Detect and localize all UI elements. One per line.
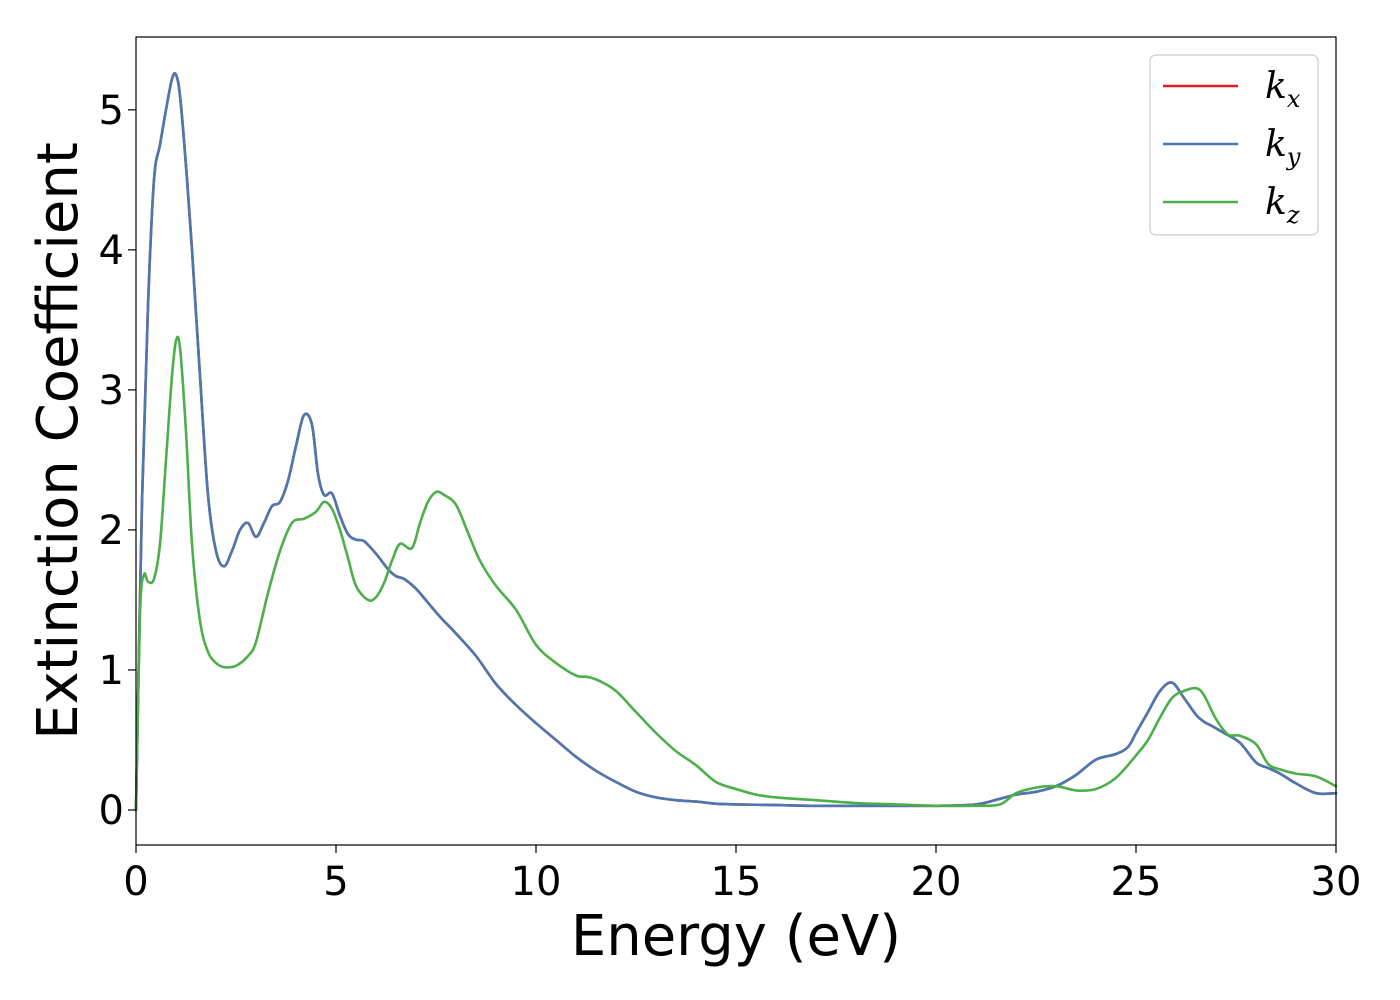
series-line-z <box>134 335 1338 812</box>
x-tick-label: 10 <box>511 859 562 905</box>
y-tick-label: 3 <box>99 368 124 414</box>
legend-label-y: ky <box>1265 124 1301 171</box>
y-axis: 0 1 2 3 4 5 <box>99 88 136 834</box>
plot-area <box>136 37 1336 845</box>
x-tick-label: 30 <box>1311 859 1362 905</box>
y-tick-label: 0 <box>99 788 124 834</box>
x-tick-label: 5 <box>323 859 348 905</box>
y-tick-label: 5 <box>99 88 124 134</box>
legend: kx ky kz <box>1149 54 1319 236</box>
y-tick-label: 4 <box>99 228 124 274</box>
x-tick-label: 0 <box>123 859 148 905</box>
x-tick-label: 20 <box>911 859 962 905</box>
series-line-y <box>134 72 1338 812</box>
y-axis-label: Extinction Coefficient <box>26 142 91 740</box>
x-tick-label: 25 <box>1111 859 1162 905</box>
x-axis-label: Energy (eV) <box>571 904 901 969</box>
legend-label-x: kx <box>1265 66 1301 113</box>
x-axis: 0 5 10 15 20 25 30 <box>123 845 1361 905</box>
y-tick-label: 2 <box>99 508 124 554</box>
x-tick-label: 15 <box>711 859 762 905</box>
series-layer <box>134 72 1338 812</box>
y-tick-label: 1 <box>99 648 124 694</box>
legend-label-z: kz <box>1265 182 1300 229</box>
